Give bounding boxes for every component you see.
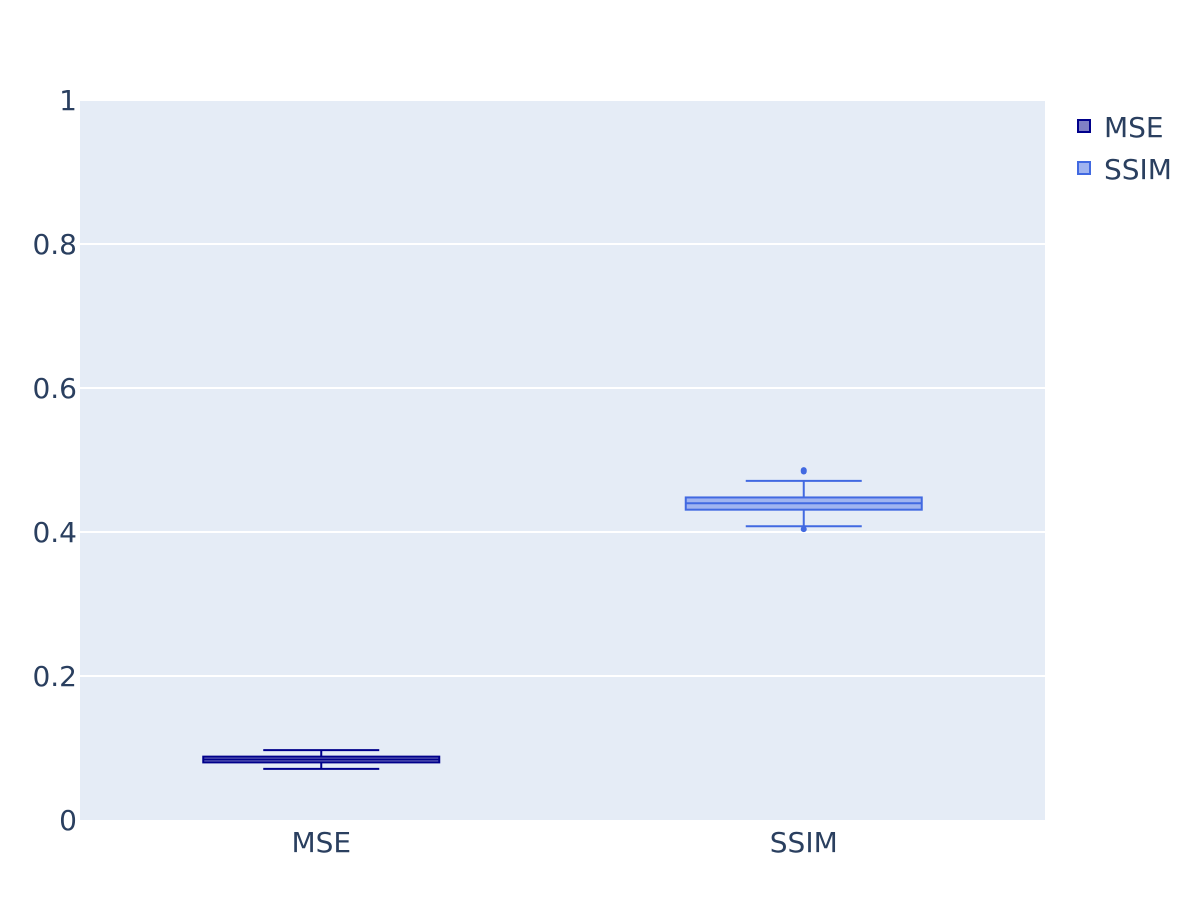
box-ssim: [684, 467, 923, 533]
legend-item-ssim[interactable]: SSIM: [1077, 153, 1172, 186]
y-tick-label: 1: [59, 84, 77, 117]
y-tick-label: 0.2: [32, 660, 77, 693]
box-mse: [202, 749, 441, 770]
outlier-point: [800, 467, 807, 474]
y-tick-label: 0.6: [32, 372, 77, 405]
y-axis-ticks: 0 0.2 0.4 0.6 0.8 1: [32, 84, 77, 837]
y-tick-label: 0: [59, 804, 77, 837]
x-tick-label: MSE: [291, 826, 351, 859]
x-tick-label: SSIM: [770, 826, 838, 859]
x-axis-ticks: MSE SSIM: [291, 826, 837, 859]
plot-area: [80, 100, 1045, 820]
legend-label: SSIM: [1104, 153, 1172, 186]
outlier-point: [800, 526, 807, 533]
y-tick-label: 0.4: [32, 516, 77, 549]
legend[interactable]: MSE SSIM: [1077, 111, 1172, 186]
gridlines: [80, 99, 1045, 677]
legend-swatch: [1077, 119, 1091, 133]
box-series: [202, 467, 923, 770]
y-tick-label: 0.8: [32, 228, 77, 261]
legend-swatch: [1077, 161, 1091, 175]
legend-item-mse[interactable]: MSE: [1077, 111, 1164, 144]
legend-label: MSE: [1104, 111, 1164, 144]
